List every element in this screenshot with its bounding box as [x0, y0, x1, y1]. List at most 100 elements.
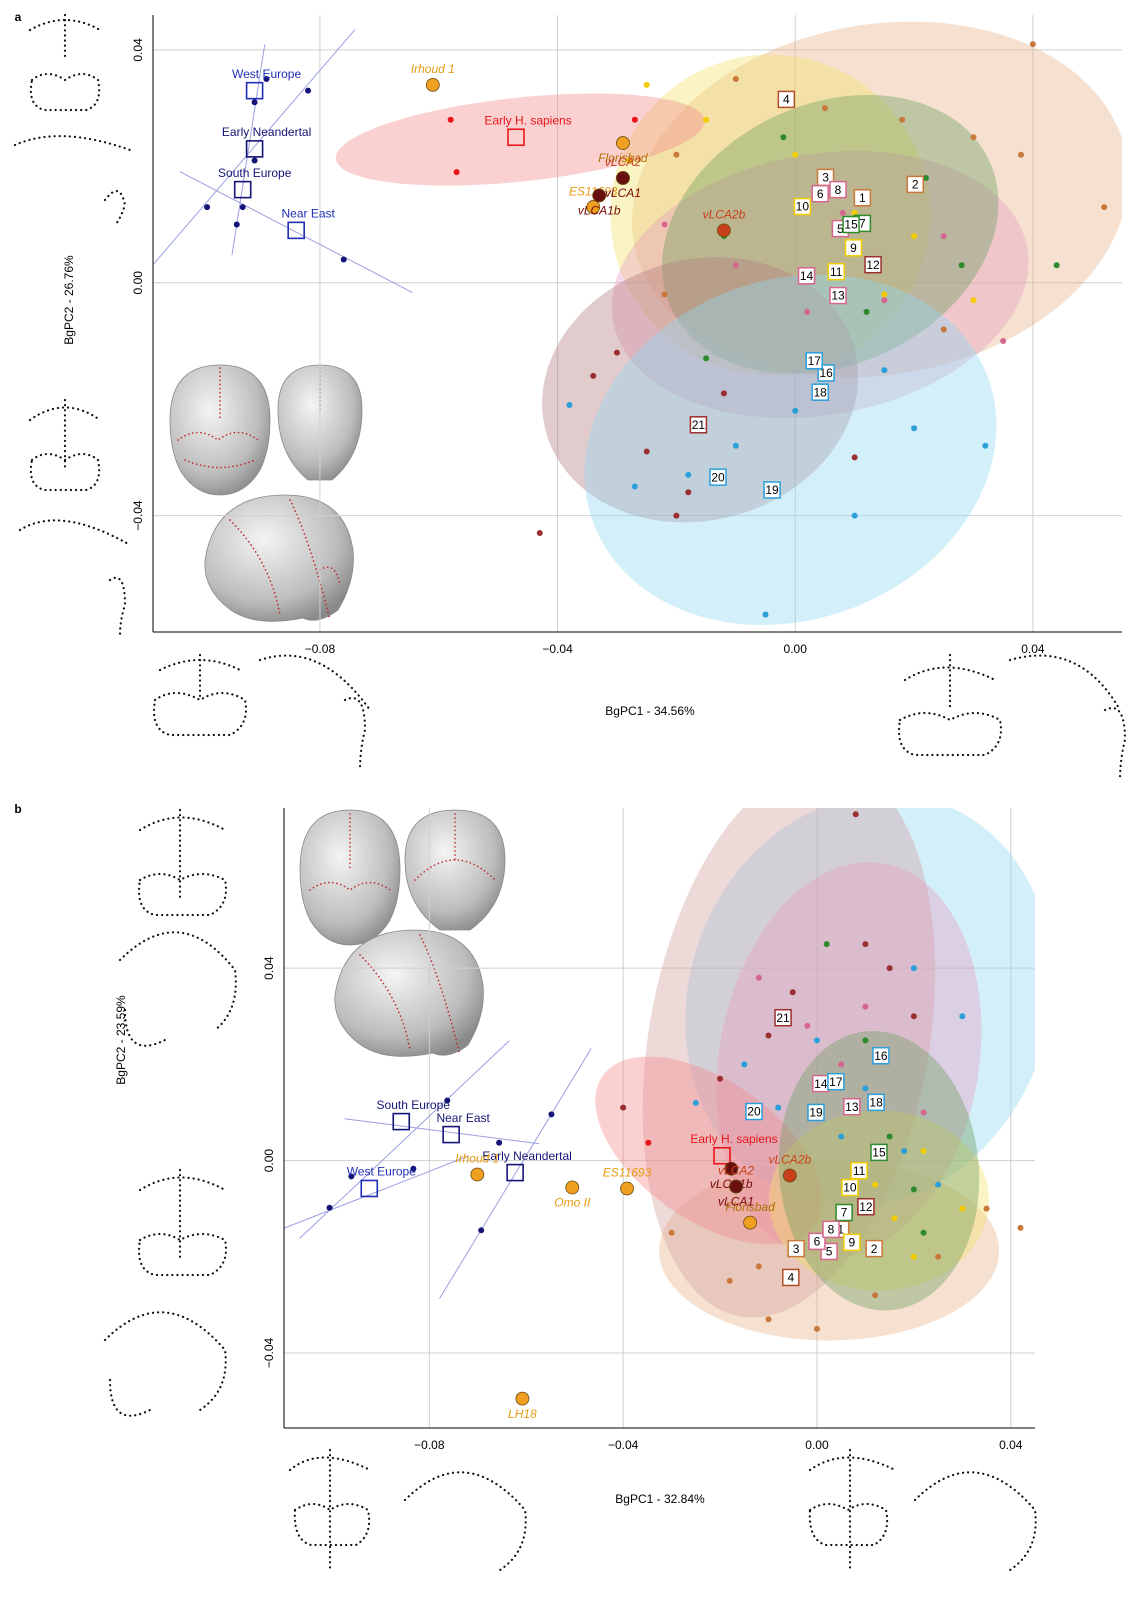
specimen-dot	[733, 262, 739, 268]
group-mean	[443, 1127, 459, 1143]
specimen-dot	[911, 233, 917, 239]
fossil	[744, 1216, 757, 1229]
specimen-id: 13	[831, 289, 845, 303]
specimen-id: 14	[800, 269, 814, 283]
fossil-label: vLCA1b	[578, 204, 621, 218]
specimen-dot	[891, 1215, 897, 1221]
specimen-dot	[838, 1061, 844, 1067]
specimen-dot	[775, 1105, 781, 1111]
group-label: Near East	[282, 207, 336, 221]
fossil-label: vLCA2b	[703, 208, 746, 222]
fossil	[717, 224, 730, 237]
specimen-dot	[662, 291, 668, 297]
x-tick-label: −0.04	[542, 642, 573, 656]
y-tick-label: 0.04	[131, 38, 145, 62]
fossil	[783, 1169, 796, 1182]
fossil	[593, 189, 606, 202]
skull-renders-b	[300, 810, 505, 1056]
specimen-dot	[632, 117, 638, 123]
specimen-dot	[1054, 262, 1060, 268]
specimen-dot	[341, 256, 347, 262]
specimen-dot	[901, 1148, 907, 1154]
specimen-dot	[792, 152, 798, 158]
specimen-dot	[614, 350, 620, 356]
specimen-dot	[814, 1037, 820, 1043]
specimen-dot	[645, 1140, 651, 1146]
specimen-dot	[935, 1254, 941, 1260]
fossil-label: vLCA2	[605, 155, 641, 169]
specimen-dot	[852, 454, 858, 460]
group-mean	[507, 1165, 523, 1181]
specimen-id: 6	[814, 1235, 821, 1249]
specimen-dot	[853, 811, 859, 817]
specimen-dot	[814, 1326, 820, 1332]
specimen-id: 9	[850, 241, 857, 255]
specimen-id: 19	[765, 483, 779, 497]
specimen-id: 13	[845, 1100, 859, 1114]
specimen-dot	[756, 975, 762, 981]
specimen-dot	[644, 449, 650, 455]
specimen-dot	[899, 117, 905, 123]
x-tick-label: −0.04	[608, 1438, 639, 1452]
specimen-dot	[862, 1085, 868, 1091]
specimen-id: 20	[747, 1105, 761, 1119]
specimen-dot	[454, 169, 460, 175]
fossil-label: LH18	[508, 1407, 537, 1421]
specimen-dot	[717, 1076, 723, 1082]
specimen-dot	[838, 1134, 844, 1140]
group-mean	[288, 222, 304, 238]
specimen-dot	[911, 1186, 917, 1192]
group-label: Near East	[436, 1111, 490, 1125]
specimen-dot	[478, 1227, 484, 1233]
specimen-dot	[693, 1100, 699, 1106]
x-axis-label: BgPC1 - 32.84%	[615, 1492, 705, 1506]
specimen-dot	[911, 1254, 917, 1260]
specimen-dot	[496, 1140, 502, 1146]
pca-axis-line	[180, 172, 413, 293]
specimen-dot	[703, 355, 709, 361]
fossil-label: vLCA1	[605, 186, 641, 200]
fossil	[616, 171, 629, 184]
specimen-dot	[703, 117, 709, 123]
specimen-dot	[780, 134, 786, 140]
pca-axis-line	[153, 30, 355, 265]
fossil	[730, 1180, 743, 1193]
specimen-dot	[240, 204, 246, 210]
specimen-dot	[822, 105, 828, 111]
specimen-id: 12	[866, 258, 880, 272]
y-tick-label: −0.04	[131, 500, 145, 531]
group-label: West Europe	[347, 1165, 416, 1179]
specimen-id: 3	[793, 1242, 800, 1256]
y-axis-label: BgPC2 - 23.59%	[114, 995, 128, 1085]
specimen-dot	[935, 1182, 941, 1188]
group-label: Early Neandertal	[222, 125, 311, 139]
specimen-dot	[673, 152, 679, 158]
specimen-dot	[252, 158, 258, 164]
fossil-label: Irhoud 1	[455, 1152, 499, 1166]
fossil-label: vLCA1	[718, 1195, 754, 1209]
specimen-dot	[864, 309, 870, 315]
group-label: South Europe	[218, 166, 292, 180]
specimen-id: 2	[912, 178, 919, 192]
specimen-dot	[620, 1105, 626, 1111]
panel-label: b	[14, 802, 21, 816]
specimen-id: 21	[692, 418, 706, 432]
y-tick-label: 0.04	[262, 956, 276, 980]
specimen-dot	[881, 367, 887, 373]
fossil-label: Omo II	[554, 1196, 591, 1210]
specimen-dot	[959, 1013, 965, 1019]
specimen-id: 17	[829, 1075, 843, 1089]
group-mean	[247, 83, 263, 99]
specimen-id: 16	[874, 1049, 888, 1063]
specimen-dot	[448, 117, 454, 123]
specimen-id: 6	[817, 187, 824, 201]
x-tick-label: 0.00	[805, 1438, 829, 1452]
fossil-label: ES11693	[603, 1166, 652, 1180]
group-label: Early H. sapiens	[484, 113, 571, 127]
specimen-dot	[1101, 204, 1107, 210]
specimen-dot	[662, 222, 668, 228]
specimen-dot	[852, 513, 858, 519]
specimen-id: 7	[841, 1206, 848, 1220]
specimen-id: 2	[871, 1242, 878, 1256]
specimen-id: 20	[711, 470, 725, 484]
